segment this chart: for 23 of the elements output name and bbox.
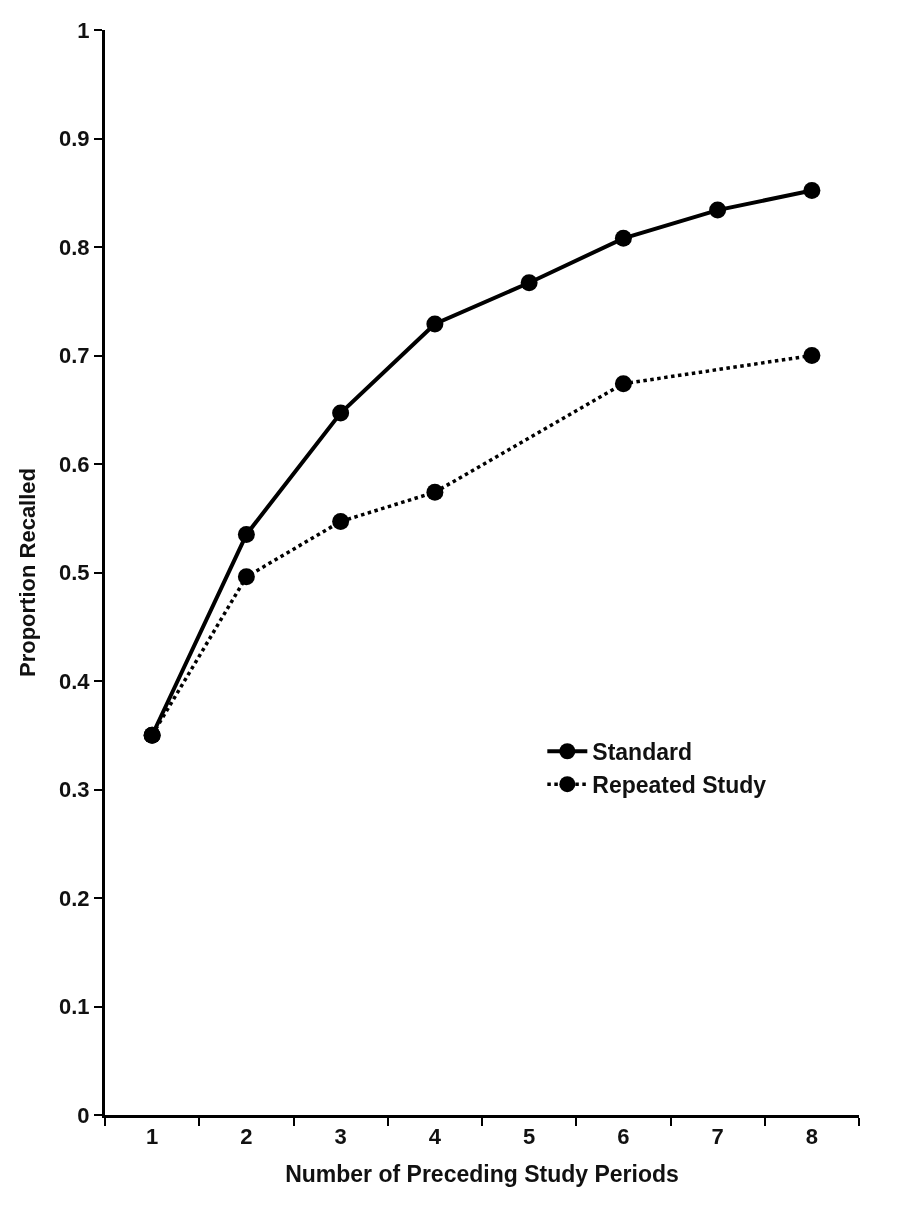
y-tick-label: 0.7 <box>59 343 90 369</box>
x-tick-label: 1 <box>146 1124 159 1150</box>
legend-label: Standard <box>592 739 693 766</box>
y-tick-label: 0.2 <box>59 885 90 911</box>
y-tick-label: 1 <box>77 17 90 43</box>
x-tick-label: 5 <box>523 1124 536 1150</box>
y-tick-label: 0.1 <box>59 994 90 1020</box>
y-tick-label: 0.9 <box>59 126 90 152</box>
legend-label: Repeated Study <box>592 772 767 799</box>
y-tick-label: 0.3 <box>59 777 90 803</box>
y-tick-label: 0 <box>77 1102 90 1128</box>
y-tick-label: 0.5 <box>59 560 90 586</box>
x-tick-label: 6 <box>617 1124 630 1150</box>
x-tick-label: 3 <box>334 1124 347 1150</box>
x-tick-label: 8 <box>805 1124 819 1150</box>
y-axis-title: Proportion Recalled <box>14 467 40 678</box>
y-tick-label: 0.4 <box>59 668 91 694</box>
x-axis-title: Number of Preceding Study Periods <box>285 1161 679 1187</box>
x-tick-label: 4 <box>428 1124 442 1150</box>
x-tick-label: 2 <box>240 1124 253 1150</box>
x-tick-label: 7 <box>711 1124 724 1150</box>
y-tick-label: 0.6 <box>59 451 90 477</box>
y-tick-label: 0.8 <box>59 234 90 260</box>
